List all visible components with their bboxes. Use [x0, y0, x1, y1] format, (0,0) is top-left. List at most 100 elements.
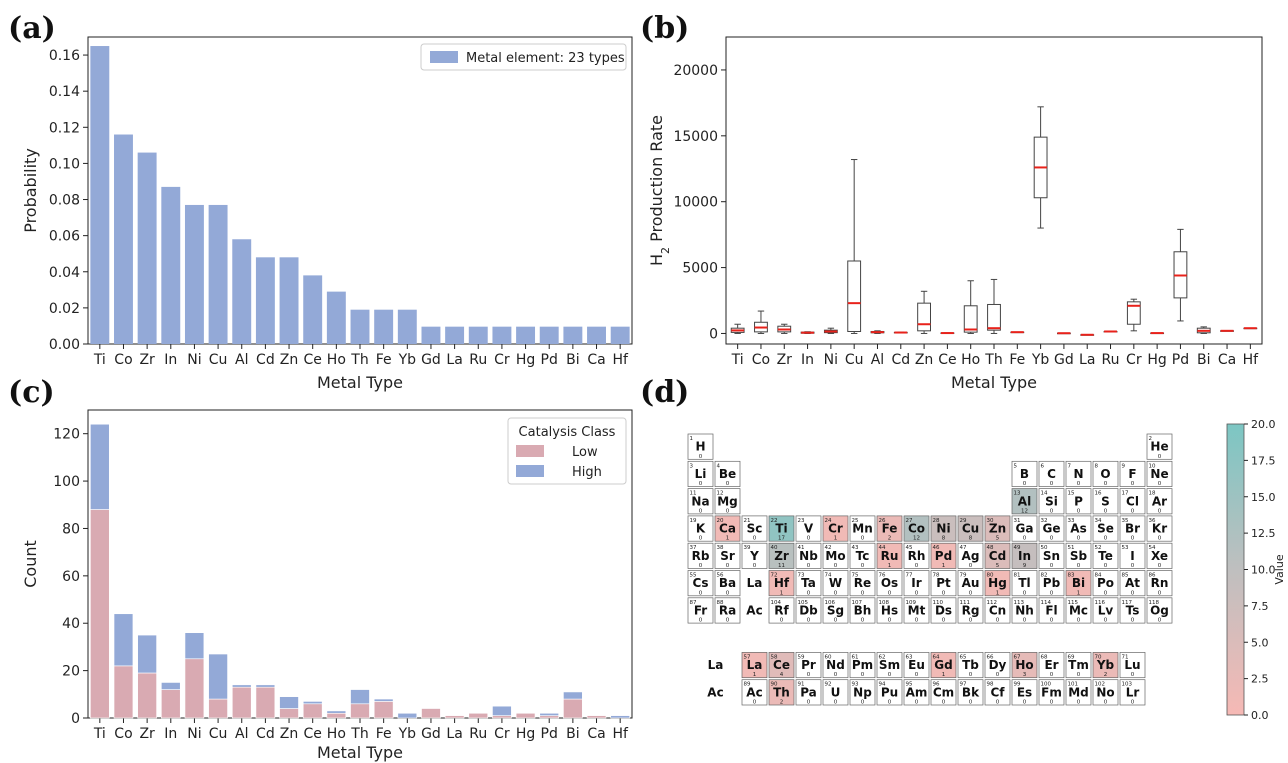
x-tick-label: Cu — [209, 726, 228, 742]
box-Bi — [1196, 326, 1211, 334]
element-box — [822, 679, 849, 706]
element-box — [1092, 652, 1119, 679]
element-box — [849, 542, 876, 569]
atomic-number: 15 — [1068, 491, 1075, 497]
atomic-number: 36 — [1149, 518, 1156, 524]
element-value: 0 — [1131, 700, 1135, 706]
y-tick-label: 0.08 — [49, 193, 80, 209]
legend: Metal element: 23 types — [420, 43, 627, 71]
element-symbol: Zr — [774, 549, 789, 563]
element-box — [822, 542, 849, 569]
element-value: 1 — [726, 536, 730, 542]
y-tick-label: 120 — [53, 427, 80, 443]
legend-label-low: Low — [572, 445, 598, 460]
element-box — [795, 542, 822, 569]
element-box — [822, 515, 849, 542]
atomic-number: 18 — [1149, 491, 1156, 497]
element-box — [957, 515, 984, 542]
element-symbol: Mc — [1069, 603, 1088, 617]
bar-low — [539, 715, 559, 719]
x-tick-label: Bi — [1197, 352, 1211, 368]
element-value: 0 — [1023, 536, 1027, 542]
atomic-number: 92 — [825, 682, 832, 688]
element-box — [768, 542, 795, 569]
element-value: 8 — [969, 536, 973, 542]
atomic-number: 50 — [1041, 545, 1048, 551]
element-value: 0 — [1131, 508, 1135, 514]
element-box — [741, 515, 768, 542]
element-box — [1011, 488, 1038, 515]
element-value: 0 — [969, 590, 973, 596]
bar — [374, 309, 394, 344]
element-value: 0 — [915, 618, 919, 624]
atomic-number: 47 — [960, 545, 967, 551]
x-tick-label: Co — [114, 726, 132, 742]
element-symbol: F — [1128, 467, 1136, 481]
element-box — [1011, 652, 1038, 679]
y-tick-label: 15000 — [673, 129, 718, 145]
x-tick-label: Ho — [961, 352, 980, 368]
element-box — [903, 679, 930, 706]
element-value: 0 — [861, 590, 865, 596]
element-symbol: Hf — [774, 576, 790, 590]
element-symbol: Cu — [962, 522, 979, 536]
legend: Catalysis Class Low High — [507, 417, 627, 485]
y-tick-label: 80 — [62, 521, 80, 537]
colorbar-tick-label: 5.0 — [1251, 636, 1269, 649]
atomic-number: 76 — [879, 573, 886, 579]
x-tick-label: Pd — [1172, 352, 1189, 368]
x-tick-label: Cd — [256, 352, 275, 368]
element-box — [849, 652, 876, 679]
atomic-number: 80 — [987, 573, 994, 579]
element-symbol: Ta — [801, 576, 816, 590]
x-tick-label: Th — [350, 726, 368, 742]
x-tick-label: Co — [752, 352, 770, 368]
element-symbol: Zn — [989, 522, 1006, 536]
element-symbol: He — [1150, 440, 1168, 454]
bar-low — [586, 715, 607, 719]
element-symbol: Gd — [934, 658, 952, 672]
element-value: 0 — [834, 700, 838, 706]
element-symbol: Cf — [990, 685, 1005, 699]
element-value: 0 — [1158, 563, 1162, 569]
y-axis-title: Probability — [21, 148, 40, 233]
element-box — [1038, 488, 1065, 515]
element-box — [1038, 460, 1065, 487]
x-tick-label: Ti — [93, 726, 106, 742]
x-tick-label: Ho — [327, 726, 346, 742]
element-value: 0 — [726, 481, 730, 487]
x-tick-label: Hg — [516, 726, 535, 742]
x-axis-title: Metal Type — [317, 373, 403, 392]
atomic-number: 91 — [798, 682, 805, 688]
element-symbol: At — [1125, 576, 1140, 590]
element-box — [1119, 542, 1146, 569]
atomic-number: 25 — [852, 518, 859, 524]
atomic-number: 63 — [906, 654, 913, 660]
element-box — [768, 515, 795, 542]
bar-high — [563, 691, 583, 700]
bar-high — [279, 696, 299, 709]
x-tick-label: Hf — [612, 352, 629, 368]
element-box — [1038, 679, 1065, 706]
element-box — [1119, 488, 1146, 515]
element-box — [1065, 542, 1092, 569]
element-value: 12 — [1021, 508, 1028, 514]
atomic-number: 107 — [852, 600, 863, 606]
atomic-number: 31 — [1014, 518, 1021, 524]
colorbar-tick-label: 0.0 — [1251, 709, 1269, 722]
